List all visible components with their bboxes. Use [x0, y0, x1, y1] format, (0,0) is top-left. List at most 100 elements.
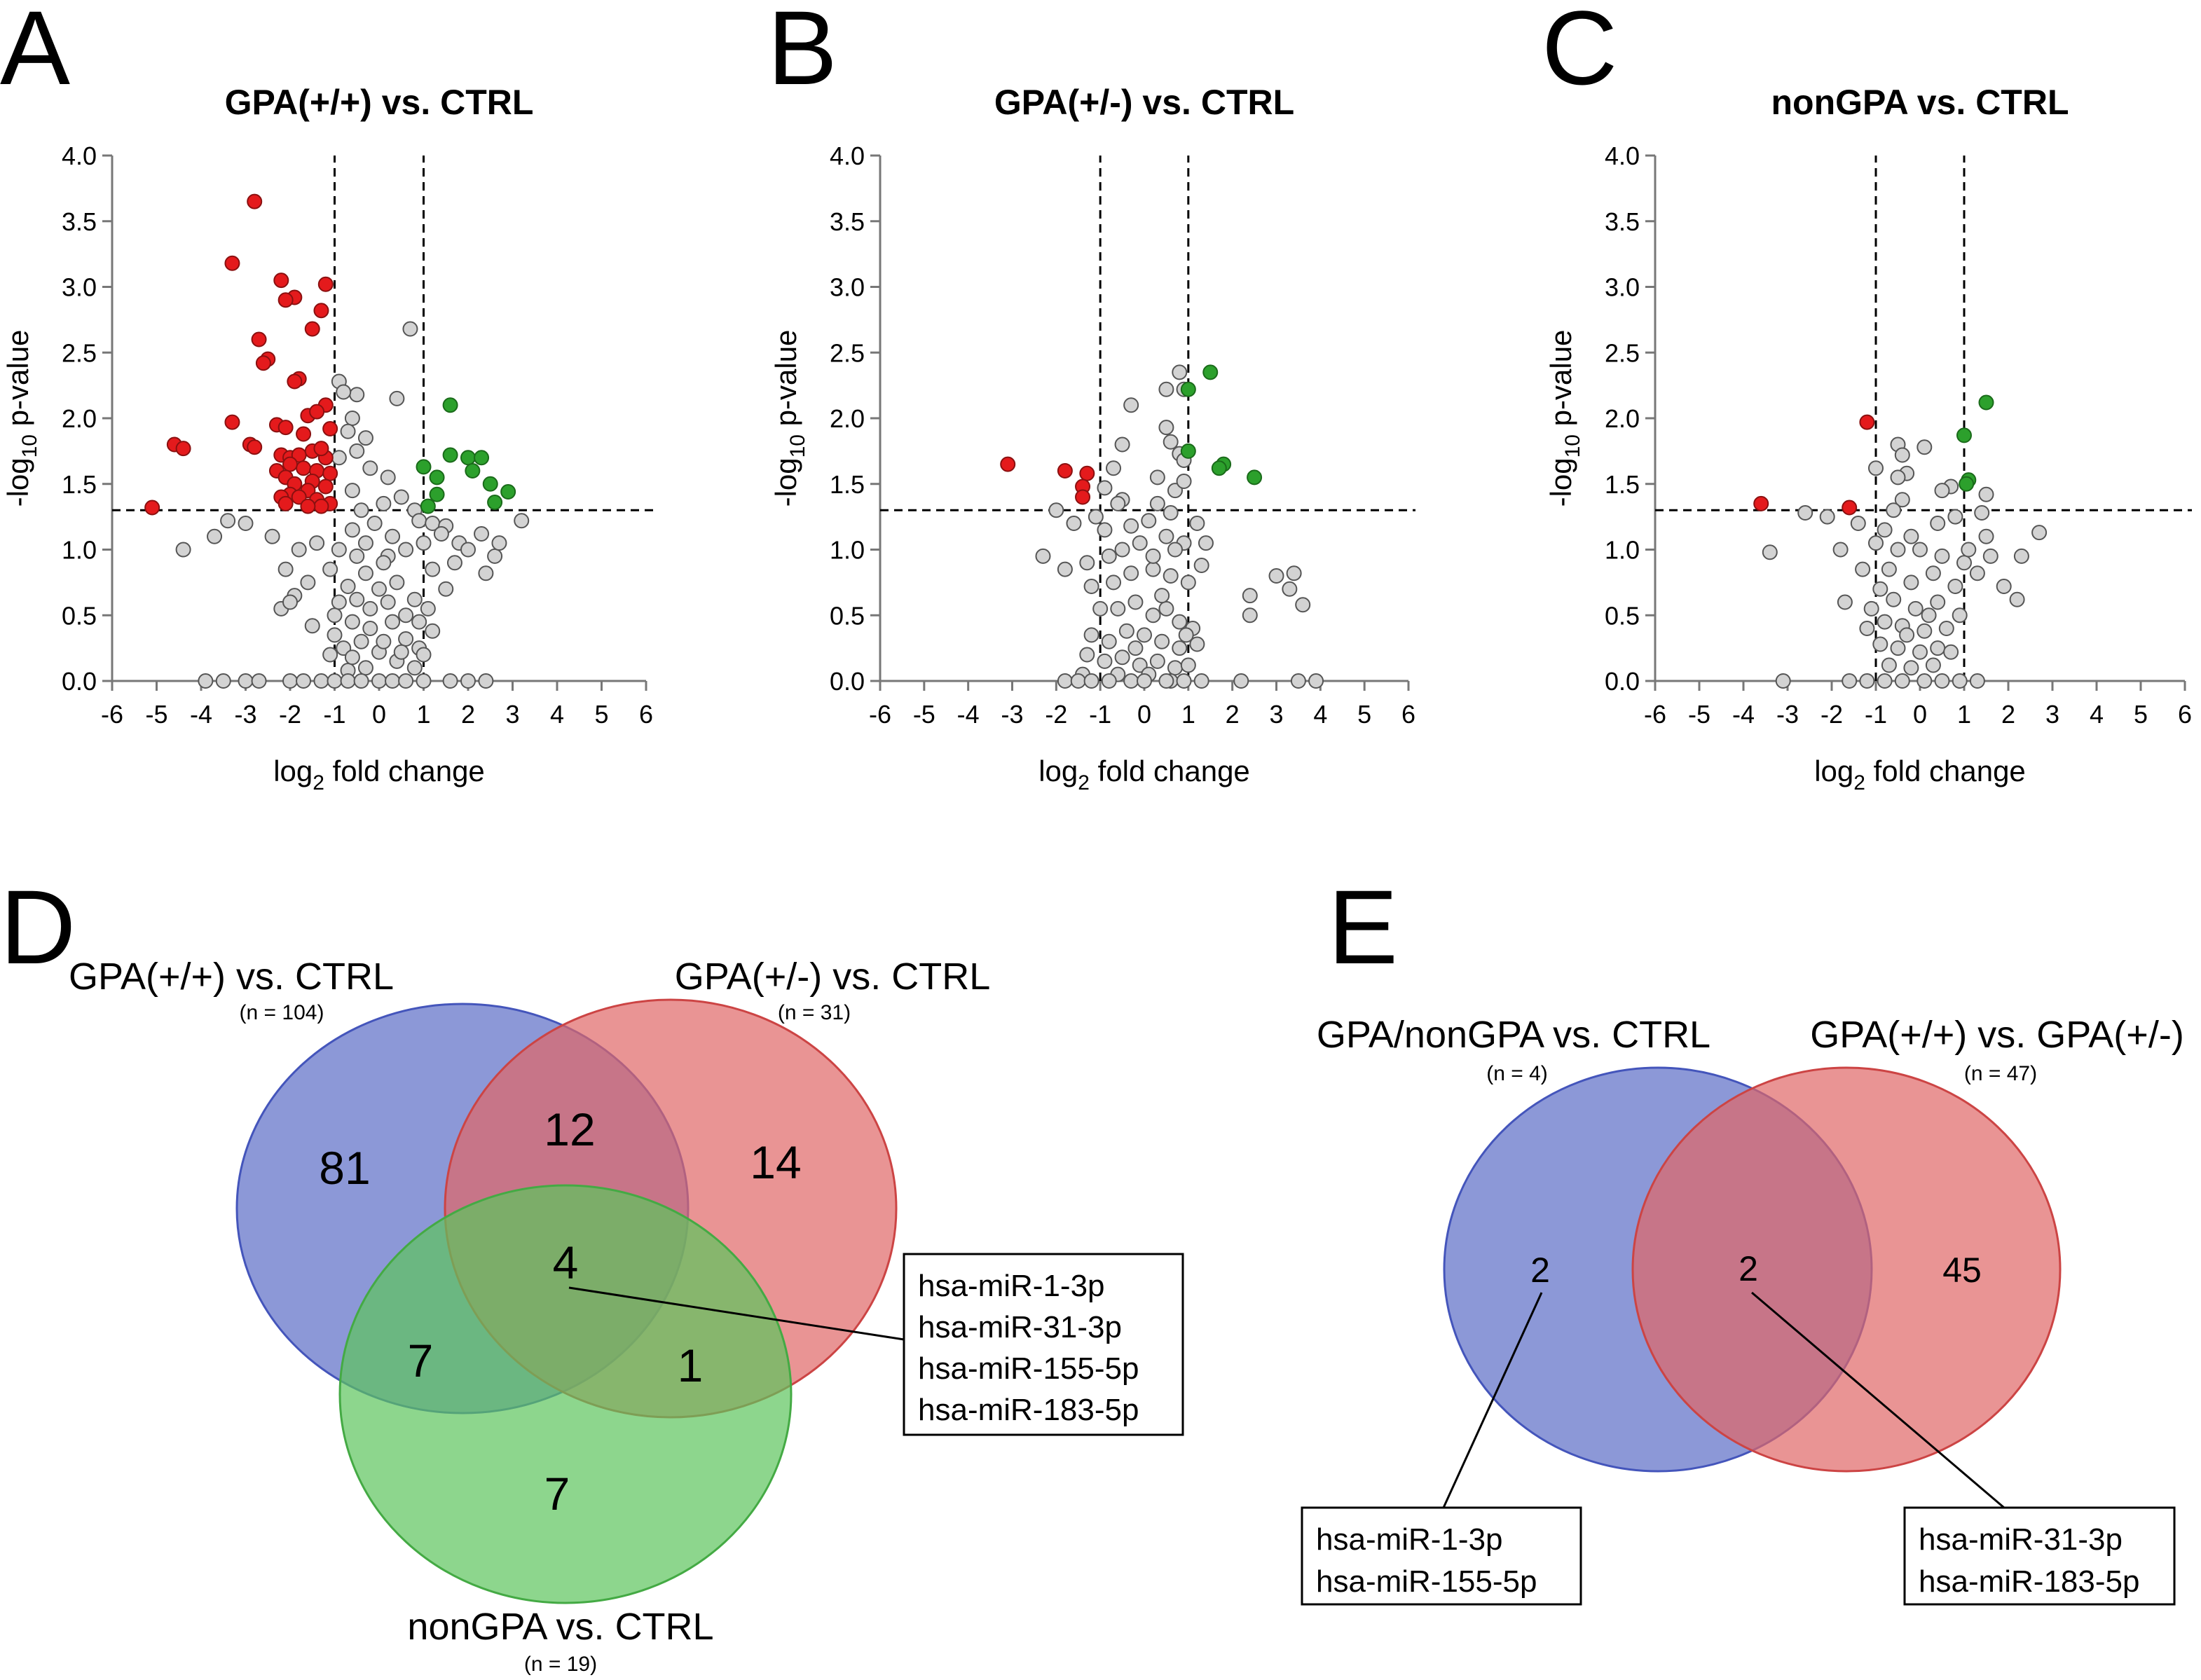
plot-c-point-ns [1881, 657, 1897, 673]
plot-b-y-axis-label: -log10 p-value [769, 330, 809, 507]
venn-e-n-gpa-nongpa: (n = 4) [1486, 1062, 1548, 1085]
plot-b-point-ns [1083, 627, 1099, 643]
plot-b-point-ns [1137, 673, 1152, 689]
plot-b-point-ns [1176, 673, 1192, 689]
plot-a-point-ns [327, 673, 343, 689]
venn-d-title-gpa-pp: GPA(+/+) vs. CTRL [69, 956, 394, 998]
plot-b-x-tick-label: 1 [1181, 700, 1195, 729]
plot-c-point-ns [1819, 509, 1835, 525]
venn-e-label-right-1: hsa-miR-31-3p [1919, 1522, 2123, 1557]
plot-b-point-ns [1079, 647, 1095, 663]
plot-c-point-ns [1872, 581, 1888, 597]
plot-c-point-ns [1947, 579, 1963, 594]
plot-a-point-ns [336, 640, 352, 656]
plot-c-point-down [1842, 500, 1858, 516]
plot-a-point-ns [376, 633, 392, 649]
venn-e-count-overlap: 2 [1739, 1249, 1758, 1288]
plot-a-point-ns [296, 673, 312, 689]
plot-b-point-ns [1070, 673, 1086, 689]
plot-b-y-tick-label: 3.0 [830, 273, 865, 302]
plot-b-point-ns [1123, 397, 1139, 413]
plot-b-point-ns [1101, 673, 1117, 689]
plot-a-point-ns [362, 460, 378, 476]
venn-e-title-gpa-pp-vs-pm: GPA(+/+) vs. GPA(+/-) [1810, 1014, 2184, 1056]
plot-a-point-ns [376, 495, 392, 511]
plot-a-point-ns [487, 548, 503, 564]
venn-diagram-e: GPA/nonGPA vs. CTRL (n = 4) GPA(+/+) vs.… [1301, 1014, 2184, 1606]
plot-a-point-down [317, 478, 334, 495]
plot-b-point-ns [1167, 542, 1183, 558]
venn-d-label-2: hsa-miR-31-3p [918, 1310, 1122, 1344]
plot-c-point-ns [1912, 542, 1928, 558]
plot-a-point-up [482, 476, 498, 492]
plot-a-point-ns [331, 594, 347, 610]
panel-letter-a: A [0, 0, 70, 106]
plot-a-point-ns [411, 513, 427, 529]
plot-a-point-ns [478, 565, 494, 581]
plot-a-point-down [175, 441, 191, 457]
plot-a-point-ns [304, 618, 320, 634]
venn-d-label-4: hsa-miR-183-5p [918, 1393, 1139, 1427]
plot-c-point-ns [1877, 673, 1893, 689]
plot-b-point-ns [1106, 460, 1122, 476]
plot-c-x-tick-label: 5 [2134, 700, 2148, 729]
plot-a-point-ns [277, 561, 294, 577]
plot-b-point-ns [1132, 535, 1148, 551]
plot-b-point-ns [1290, 673, 1306, 689]
plot-a-point-down [255, 355, 271, 371]
plot-b-x-tick-label: -5 [913, 700, 935, 729]
plot-b-x-tick-label: -1 [1089, 700, 1111, 729]
plot-b-point-ns [1145, 561, 1161, 577]
plot-c-x-tick-label: -5 [1688, 700, 1710, 729]
panel-letter-c: C [1542, 0, 1617, 106]
plot-a-point-down [300, 498, 316, 514]
plot-a-point-ns [282, 594, 298, 610]
plot-b-x-tick-label: -4 [957, 700, 980, 729]
venn-d-count-gpa-pp-gpa-pm: 12 [544, 1103, 595, 1155]
venn-e-count-only-gpa-pp-vs-pm: 45 [1942, 1251, 1982, 1290]
plot-a-point-down [144, 500, 160, 516]
plot-c-point-ns [1982, 548, 1998, 564]
plot-c-point-ns [1930, 640, 1946, 656]
plot-b-x-tick-label: 6 [1401, 700, 1415, 729]
plot-a-point-ns [300, 574, 316, 591]
venn-e-label-left-2: hsa-miR-155-5p [1316, 1564, 1537, 1599]
plot-b-point-ns [1097, 522, 1113, 538]
plot-a-point-down [277, 495, 294, 511]
plot-b-point-ns [1180, 657, 1196, 673]
plot-a-y-tick-label: 0.5 [62, 601, 97, 630]
volcano-plot-c: nonGPA vs. CTRL -6 -5 -4 -3 -2 -1 0 1 2 3 4 5 6 0.0 0.5… [1544, 83, 2192, 794]
plot-a-point-down [224, 255, 240, 271]
plot-a-point-ns [460, 673, 476, 689]
plot-c-x-tick-label: 1 [1957, 700, 1971, 729]
plot-a-point-ns [353, 502, 369, 518]
plot-a-y-axis-label: -log10 p-value [1, 330, 41, 507]
plot-a-point-down [247, 193, 263, 209]
plot-a-x-tick-label: -6 [101, 700, 123, 729]
plot-a-point-ns [340, 423, 356, 439]
plot-b-point-ns [1308, 673, 1324, 689]
plot-c-point-ns [2031, 525, 2048, 541]
venn-d-n-gpa-pm: (n = 31) [778, 1001, 851, 1024]
plot-a-point-ns [331, 450, 347, 466]
plot-a-point-down [277, 292, 294, 308]
plot-a-point-ns [344, 411, 360, 426]
plot-a-x-tick-label: -3 [234, 700, 256, 729]
plot-a-point-ns [491, 535, 507, 551]
plot-a-point-up [487, 495, 503, 510]
plot-a-point-ns [220, 513, 236, 529]
plot-b-point-down [1079, 465, 1095, 481]
plot-c-point-ns [1894, 673, 1910, 689]
plot-b-x-tick-label: 2 [1226, 700, 1240, 729]
plot-a-point-down [277, 420, 294, 436]
plot-c-y-tick-label: 3.0 [1605, 273, 1640, 302]
plot-a-y-tick-label: 4.0 [62, 142, 97, 170]
plot-c-y-axis-label: -log10 p-value [1544, 330, 1584, 507]
plot-b-point-ns [1123, 565, 1139, 581]
venn-e-circle-gpa-pp-vs-pm [1631, 1066, 2062, 1473]
venn-d-count-only-gpa-pm: 14 [750, 1136, 801, 1188]
plot-a-point-ns [425, 561, 441, 577]
plot-a-point-ns [371, 673, 387, 689]
plot-c-point-ns [1890, 640, 1906, 656]
plot-b-point-up [1202, 364, 1219, 380]
